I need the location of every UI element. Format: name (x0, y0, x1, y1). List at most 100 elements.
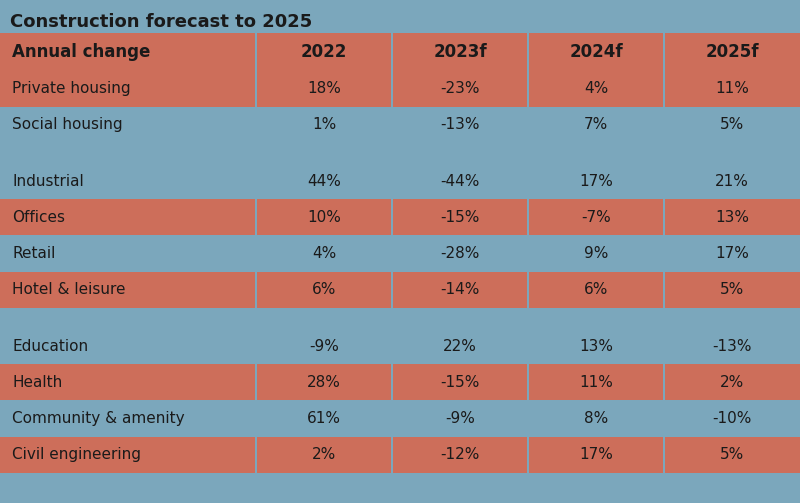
Bar (254, 163, 258, 199)
Bar (527, 163, 530, 199)
Bar (528, 364, 664, 400)
Bar (0, 272, 256, 308)
Bar (254, 199, 258, 235)
Text: 8%: 8% (584, 411, 608, 426)
Bar (392, 493, 528, 503)
Bar (664, 107, 800, 143)
Text: -28%: -28% (440, 246, 480, 261)
Bar (254, 235, 258, 272)
Bar (256, 328, 392, 364)
Bar (391, 437, 394, 473)
Bar (664, 272, 800, 308)
Bar (528, 199, 664, 235)
Bar (664, 364, 800, 400)
Bar (663, 400, 666, 437)
Text: 1%: 1% (312, 117, 336, 132)
Bar (663, 493, 666, 503)
Text: 13%: 13% (715, 210, 749, 225)
Text: -10%: -10% (712, 411, 752, 426)
Text: -23%: -23% (440, 81, 480, 96)
Text: 2%: 2% (720, 375, 744, 390)
Bar (663, 235, 666, 272)
Bar (0, 400, 256, 437)
Bar (256, 70, 392, 107)
Bar (663, 199, 666, 235)
Bar (392, 107, 528, 143)
Bar (527, 272, 530, 308)
Bar (391, 163, 394, 199)
Bar (527, 437, 530, 473)
Text: -9%: -9% (445, 411, 475, 426)
Bar (527, 364, 530, 400)
Bar (0, 33, 256, 70)
Bar (0, 235, 256, 272)
Bar (392, 437, 528, 473)
Text: Education: Education (12, 339, 88, 354)
Bar (664, 163, 800, 199)
Bar (391, 70, 394, 107)
Bar (663, 437, 666, 473)
Bar (392, 199, 528, 235)
Text: 17%: 17% (579, 447, 613, 462)
Bar (254, 107, 258, 143)
Bar (663, 163, 666, 199)
Bar (663, 33, 666, 70)
Bar (664, 328, 800, 364)
Bar (528, 235, 664, 272)
Bar (256, 235, 392, 272)
Bar (0, 364, 256, 400)
Bar (663, 328, 666, 364)
Bar (0, 493, 256, 503)
Bar (527, 107, 530, 143)
Text: -12%: -12% (440, 447, 480, 462)
Bar (528, 33, 664, 70)
Bar (256, 107, 392, 143)
Text: Hotel & leisure: Hotel & leisure (12, 282, 126, 297)
Text: 5%: 5% (720, 117, 744, 132)
Bar (0, 328, 256, 364)
Text: -14%: -14% (440, 282, 480, 297)
Bar (254, 272, 258, 308)
Bar (0, 437, 256, 473)
Bar (527, 400, 530, 437)
Bar (254, 33, 258, 70)
Bar (664, 437, 800, 473)
Bar (391, 493, 394, 503)
Bar (663, 70, 666, 107)
Bar (254, 437, 258, 473)
Text: -44%: -44% (440, 174, 480, 189)
Text: 7%: 7% (584, 117, 608, 132)
Bar (527, 328, 530, 364)
Bar (392, 163, 528, 199)
Text: -9%: -9% (309, 339, 339, 354)
Text: 61%: 61% (307, 411, 341, 426)
Bar (664, 33, 800, 70)
Bar (392, 328, 528, 364)
Bar (528, 272, 664, 308)
Text: 21%: 21% (715, 174, 749, 189)
Bar (663, 107, 666, 143)
Text: -13%: -13% (712, 339, 752, 354)
Bar (254, 328, 258, 364)
Bar (527, 235, 530, 272)
Bar (392, 70, 528, 107)
Text: 5%: 5% (720, 282, 744, 297)
Bar (528, 437, 664, 473)
Bar (0, 107, 256, 143)
Bar (256, 364, 392, 400)
Bar (391, 235, 394, 272)
Bar (664, 199, 800, 235)
Bar (256, 493, 392, 503)
Bar (256, 400, 392, 437)
Bar (0, 163, 256, 199)
Bar (391, 199, 394, 235)
Text: 13%: 13% (579, 339, 613, 354)
Bar (664, 400, 800, 437)
Bar (392, 33, 528, 70)
Bar (528, 163, 664, 199)
Text: Social housing: Social housing (12, 117, 122, 132)
Bar (391, 33, 394, 70)
Text: 2023f: 2023f (433, 43, 487, 60)
Text: 17%: 17% (715, 246, 749, 261)
Bar (391, 400, 394, 437)
